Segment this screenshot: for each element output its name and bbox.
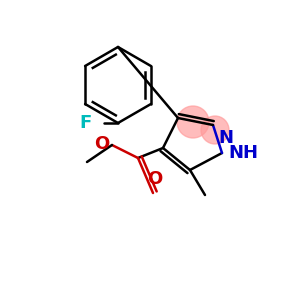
Text: O: O — [147, 170, 163, 188]
Text: F: F — [80, 114, 92, 132]
Circle shape — [177, 106, 209, 138]
Text: NH: NH — [228, 144, 258, 162]
Circle shape — [201, 116, 229, 144]
Text: O: O — [94, 135, 109, 153]
Text: N: N — [218, 129, 233, 147]
